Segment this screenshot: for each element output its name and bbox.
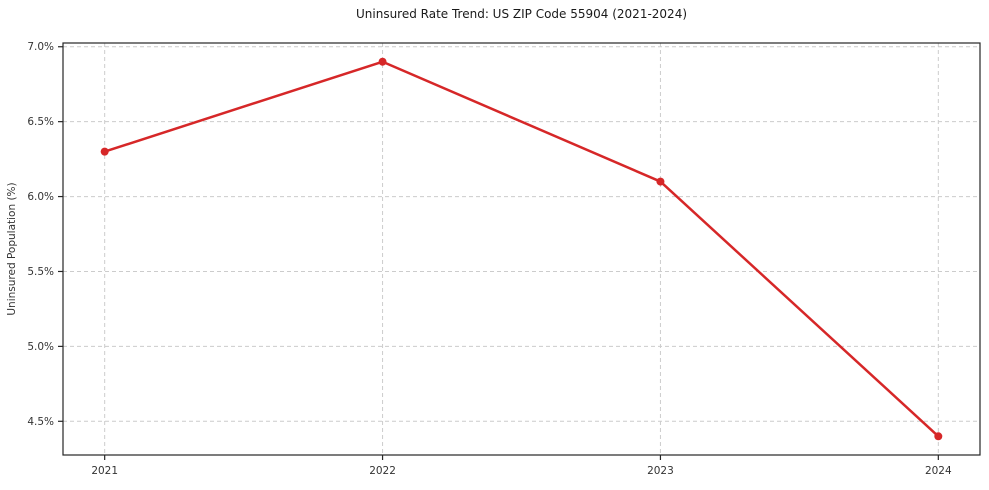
y-tick-label: 5.5% [27, 266, 54, 278]
trend-line [103, 60, 940, 438]
y-tick-label: 5.0% [27, 341, 54, 353]
plot-border [62, 42, 981, 456]
x-tick-label: 2022 [369, 465, 396, 477]
data-point-marker-2023 [656, 177, 665, 186]
y-tick-label: 6.0% [27, 191, 54, 203]
y-axis-label: Uninsured Population (%) [6, 182, 18, 315]
data-point-marker-2024 [934, 432, 943, 441]
data-point-marker-2021 [100, 147, 109, 156]
chart-title: Uninsured Rate Trend: US ZIP Code 55904 … [355, 7, 688, 21]
y-tick-label: 7.0% [27, 41, 54, 53]
data-point-marker-2022 [378, 57, 387, 66]
x-tick-label: 2023 [647, 465, 674, 477]
x-tick-label: 2021 [91, 465, 118, 477]
y-tick-label: 4.5% [27, 416, 54, 428]
y-tick-label: 6.5% [27, 116, 54, 128]
x-tick-label: 2024 [925, 465, 952, 477]
